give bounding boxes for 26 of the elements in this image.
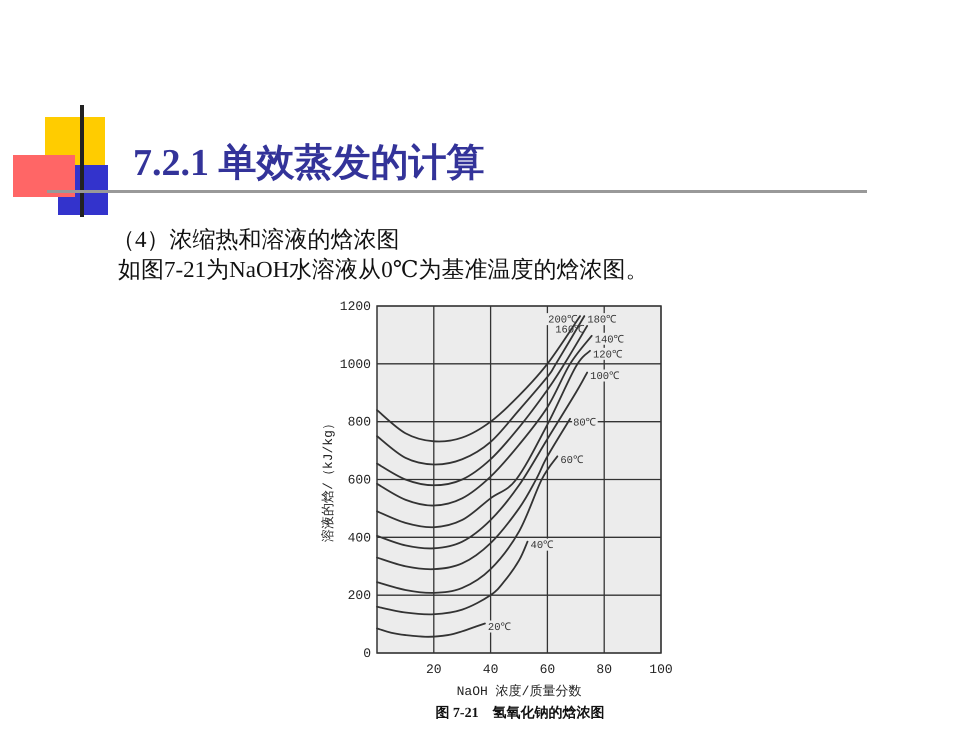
x-tick-label: 100 [649, 662, 673, 677]
series-label: 20℃ [488, 622, 512, 634]
chart-title: 7.2.1 单效蒸发的计算 [133, 142, 484, 184]
series-label: 140℃ [594, 334, 625, 346]
series-label: 60℃ [560, 454, 584, 467]
y-tick-label: 400 [348, 530, 371, 546]
x-tick-label: 20 [426, 662, 442, 677]
text: 如图7-21为NaOH水溶液从0℃为基准温度的焓浓图。 [118, 257, 648, 282]
caption: 图 7-21 氢氧化钠的焓浓图 [435, 705, 605, 721]
y-tick-label: 1200 [340, 299, 371, 314]
chart-subtitle: （4）浓缩热和溶液的焓浓图 [112, 227, 400, 252]
x-tick-label: 80 [596, 662, 612, 677]
x-axis-title: NaOH 浓度/质量分数 [456, 683, 582, 699]
y-tick-label: 600 [348, 472, 371, 488]
series-label: 180℃ [587, 314, 618, 327]
y-tick-label: 0 [363, 646, 371, 661]
series-label: 40℃ [530, 540, 554, 552]
y-tick-label: 200 [348, 588, 371, 604]
y-axis-title: 溶液的焓/（kJ/kg） [320, 417, 336, 542]
y-tick-label: 1000 [340, 356, 371, 372]
series-label: 80℃ [573, 417, 597, 430]
y-tick-label: 800 [348, 414, 371, 430]
x-tick-label: 60 [540, 662, 556, 677]
series-label: 100℃ [590, 371, 620, 384]
series-label: 120℃ [593, 349, 623, 362]
x-tick-label: 40 [482, 662, 498, 677]
